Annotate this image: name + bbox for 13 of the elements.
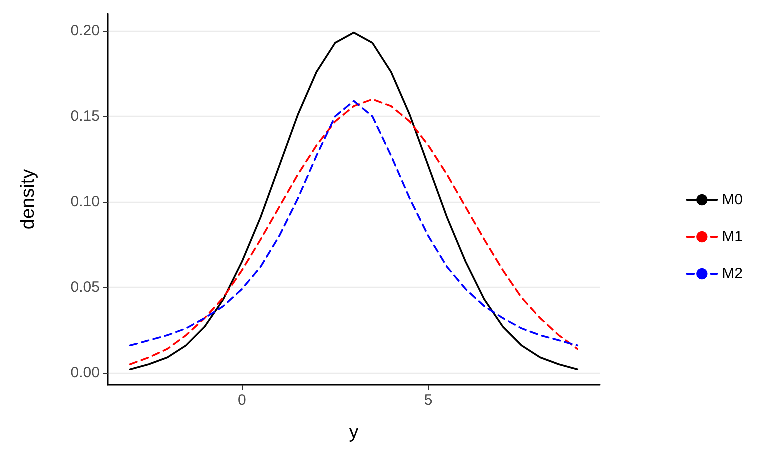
legend-label: M1 (722, 228, 744, 246)
y-tick-label: 0.15 (70, 108, 100, 126)
line-series (129, 32, 579, 371)
legend-label: M0 (722, 192, 744, 208)
y-tick-label: 0.00 (70, 364, 100, 382)
x-tick-label: 0 (238, 392, 246, 409)
x-axis-title: y (349, 422, 360, 443)
x-tick-label: 5 (424, 392, 433, 409)
y-tick-label: 0.20 (70, 22, 100, 40)
y-tick-label: 0.10 (70, 194, 100, 211)
y-tick-label: 0.05 (70, 279, 100, 296)
y-axis-title: density (18, 168, 39, 230)
legend-label: M2 (722, 266, 744, 282)
